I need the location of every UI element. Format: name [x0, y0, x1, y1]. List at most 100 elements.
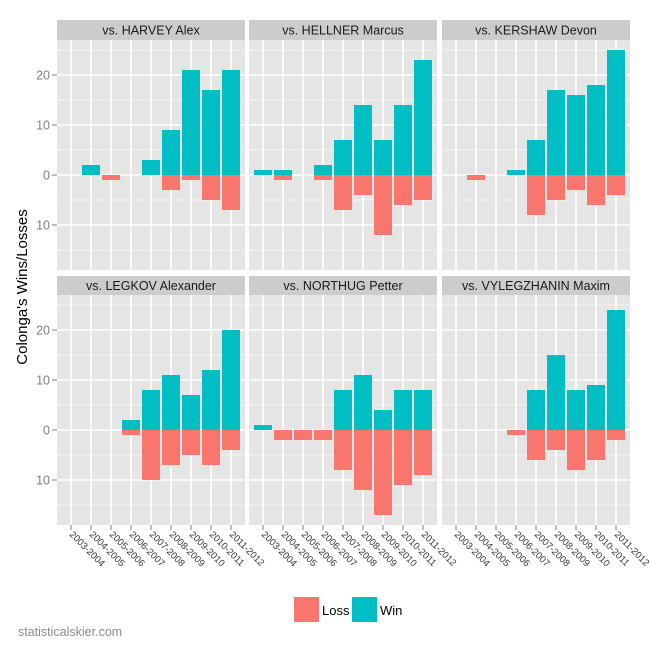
y-tick-label: 10	[36, 219, 50, 233]
bar-loss	[394, 175, 412, 205]
facet-strip-title: vs. HELLNER Marcus	[282, 24, 404, 38]
legend-label-win: Win	[380, 603, 402, 618]
bar-win	[587, 85, 605, 175]
facet-panel: vs. KERSHAW Devon	[442, 20, 630, 270]
bar-loss	[567, 175, 585, 190]
bar-loss	[182, 175, 200, 180]
site-credit: statisticalskier.com	[18, 625, 123, 639]
bar-win	[607, 50, 625, 175]
facet-strip	[442, 20, 630, 40]
facet-strip-title: vs. LEGKOV Alexander	[86, 279, 216, 293]
bar-loss	[607, 430, 625, 440]
y-tick-label: 10	[36, 474, 50, 488]
y-tick-label: 10	[36, 374, 50, 388]
bar-loss	[354, 430, 372, 490]
facet-strip	[57, 276, 245, 295]
facet-strip	[442, 276, 630, 295]
bar-loss	[414, 175, 432, 200]
facet-strip-title: vs. KERSHAW Devon	[475, 24, 597, 38]
bar-loss	[274, 430, 292, 440]
bar-win	[222, 330, 240, 430]
y-tick-label: 20	[36, 324, 50, 338]
facet-strip	[249, 276, 437, 295]
bar-loss	[222, 175, 240, 210]
bar-loss	[294, 430, 312, 440]
bar-loss	[547, 430, 565, 450]
bar-loss	[374, 175, 392, 235]
legend-key-loss	[294, 597, 319, 622]
bar-win	[182, 70, 200, 175]
bar-win	[202, 90, 220, 175]
bar-win	[374, 410, 392, 430]
bar-win	[527, 390, 545, 430]
bar-loss	[527, 430, 545, 460]
facet-panel: vs. LEGKOV Alexander20100102003-20042004…	[36, 276, 266, 569]
bar-win	[314, 165, 332, 175]
bar-win	[354, 375, 372, 430]
bar-loss	[202, 175, 220, 200]
bar-win	[587, 385, 605, 430]
bar-win	[334, 140, 352, 175]
bar-win	[202, 370, 220, 430]
bar-loss	[202, 430, 220, 465]
legend: Loss Win	[294, 597, 402, 622]
facet-panels: vs. HARVEY Alex 20 10 0 10 vs. HELLNER Marcus…	[36, 20, 650, 569]
y-axis-title: Colonga's Wins/Losses	[14, 209, 31, 364]
facet-panel: vs. HELLNER Marcus	[249, 20, 437, 270]
bar-win	[414, 60, 432, 175]
bar-win	[162, 375, 180, 430]
bar-win	[567, 390, 585, 430]
bar-loss	[182, 430, 200, 455]
bar-win	[354, 105, 372, 175]
facet-strip-title: vs. NORTHUG Petter	[283, 279, 402, 293]
legend-label-loss: Loss	[322, 603, 350, 618]
bar-win	[254, 425, 272, 430]
bar-win	[414, 390, 432, 430]
bar-loss	[354, 175, 372, 195]
facet-strip	[249, 20, 437, 40]
bar-win	[182, 395, 200, 430]
bar-win	[527, 140, 545, 175]
y-tick-label: 10	[36, 119, 50, 133]
bar-loss	[394, 430, 412, 485]
facet-strip-title: vs. HARVEY Alex	[102, 24, 200, 38]
facet-panel: vs. NORTHUG Petter2003-20042004-20052005…	[249, 276, 458, 569]
bar-loss	[102, 175, 120, 180]
bar-win	[162, 130, 180, 175]
bar-win	[122, 420, 140, 430]
bar-loss	[222, 430, 240, 450]
bar-loss	[414, 430, 432, 475]
bar-loss	[587, 430, 605, 460]
bar-loss	[142, 430, 160, 480]
bar-win	[547, 355, 565, 430]
facet-strip	[57, 20, 245, 40]
bar-win	[374, 140, 392, 175]
bar-loss	[607, 175, 625, 195]
facet-strip-title: vs. VYLEGZHANIN Maxim	[462, 279, 610, 293]
facet-panel: vs. HARVEY Alex 20 10 0 10	[36, 20, 245, 270]
bar-win	[507, 170, 525, 175]
bar-win	[142, 160, 160, 175]
bar-loss	[547, 175, 565, 200]
bar-win	[547, 90, 565, 175]
y-tick-label: 0	[43, 169, 50, 183]
bar-loss	[122, 430, 140, 435]
y-tick-label: 20	[36, 69, 50, 83]
bar-win	[567, 95, 585, 175]
bar-loss	[374, 430, 392, 515]
bar-loss	[467, 175, 485, 180]
bar-loss	[162, 430, 180, 465]
bar-win	[142, 390, 160, 430]
y-axis-title-group: Colonga's Wins/Losses	[14, 209, 31, 364]
y-tick-label: 0	[43, 424, 50, 438]
bar-loss	[314, 175, 332, 180]
bar-loss	[334, 430, 352, 470]
bar-win	[82, 165, 100, 175]
bar-loss	[162, 175, 180, 190]
bar-win	[334, 390, 352, 430]
bar-win	[274, 170, 292, 175]
facet-panel: vs. VYLEGZHANIN Maxim2003-20042004-20052…	[442, 276, 650, 569]
bar-loss	[587, 175, 605, 205]
bar-win	[394, 105, 412, 175]
